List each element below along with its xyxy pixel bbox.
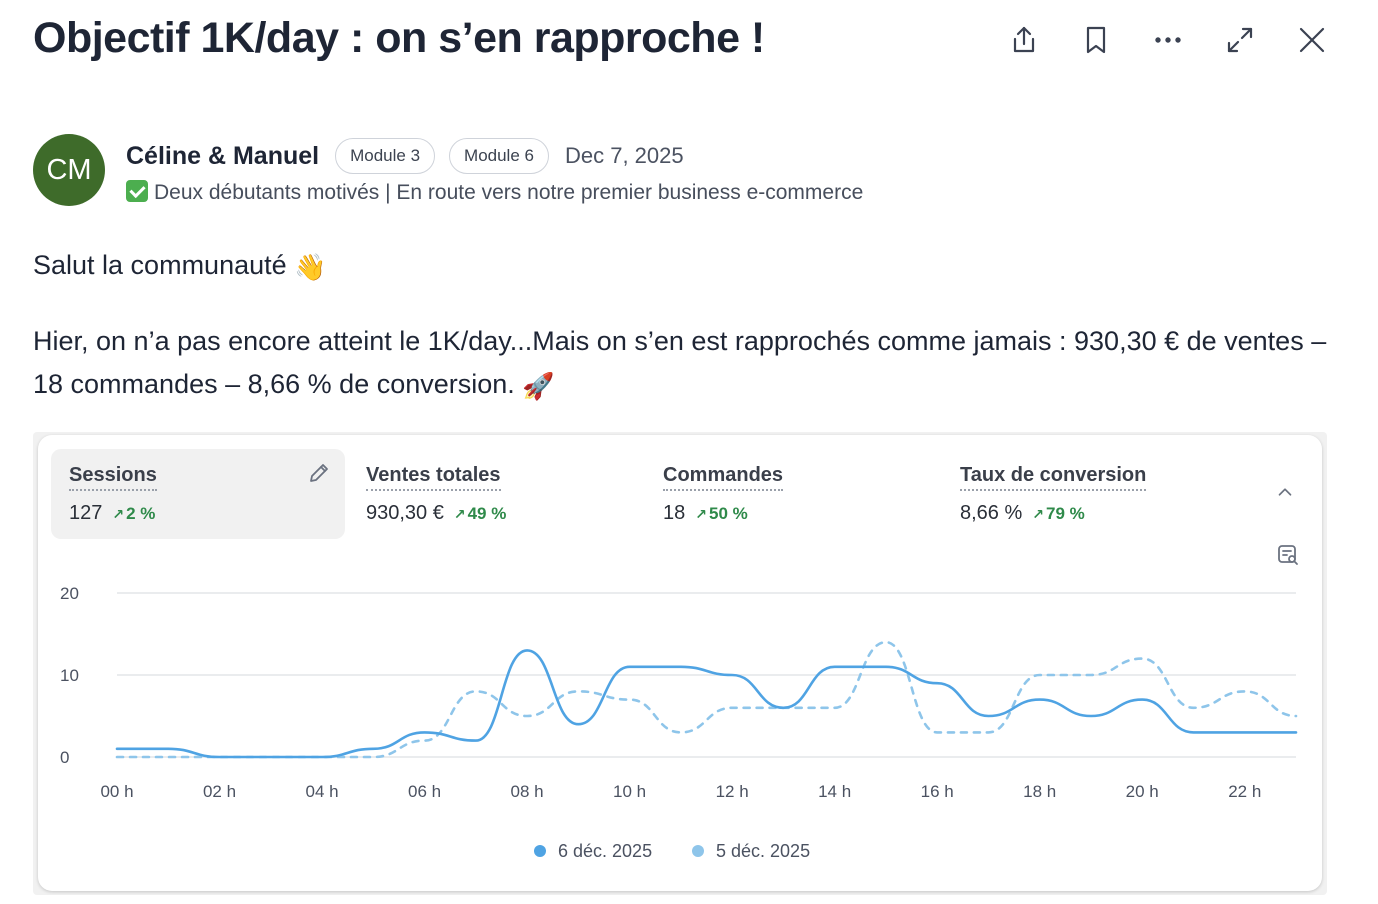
arrow-up-right-icon: ↗	[695, 506, 707, 522]
legend-label[interactable]: 6 déc. 2025	[558, 841, 652, 861]
metric-delta-text: 50 %	[708, 504, 748, 523]
series-line-previous	[115, 640, 1298, 759]
waving-hand-icon: 👋	[294, 252, 327, 282]
sessions-line-chart: 0 10 20 00 h 02 h 04 h 06 h 08 h 10 h 12 h 14 h 16 …	[60, 584, 1298, 861]
metric-delta-text: 2 %	[126, 504, 156, 523]
expand-icon	[1227, 27, 1253, 53]
post-date: Dec 7, 2025	[564, 143, 684, 168]
author-bio-text: Deux débutants motivés | En route vers n…	[154, 181, 864, 204]
x-tick-label: 10 h	[613, 782, 646, 801]
post-title: Objectif 1K/day : on s’en rapproche !	[33, 14, 765, 62]
pencil-icon[interactable]	[307, 461, 331, 485]
search-report-icon[interactable]	[1276, 543, 1300, 567]
metric-delta: ↗ 2 %	[112, 504, 155, 523]
more-button[interactable]	[1132, 18, 1204, 62]
analytics-card: Sessions 127 ↗ 2 % Ventes totales 930,30 €…	[38, 435, 1322, 891]
y-tick-label: 20	[60, 584, 79, 603]
badge-module-3[interactable]: Module 3	[335, 138, 436, 174]
rocket-icon: 🚀	[522, 371, 555, 401]
metric-value: 127 ↗ 2 %	[69, 502, 155, 525]
bookmark-icon	[1086, 26, 1106, 54]
arrow-up-right-icon: ↗	[1032, 506, 1044, 522]
metric-value-text: 18	[663, 502, 686, 524]
badge-module-6[interactable]: Module 6	[449, 138, 549, 174]
x-tick-label: 18 h	[1023, 782, 1056, 801]
close-button[interactable]	[1276, 18, 1348, 62]
post-paragraph: Hier, on n’a pas encore atteint le 1K/da…	[33, 320, 1333, 408]
x-tick-label: 06 h	[408, 782, 441, 801]
analytics-screenshot: Sessions 127 ↗ 2 % Ventes totales 930,30 €…	[33, 432, 1327, 895]
arrow-up-right-icon: ↗	[453, 506, 466, 522]
author-bio: Deux débutants motivés | En route vers n…	[126, 180, 863, 205]
metric-delta: ↗ 79 %	[1032, 504, 1084, 523]
metric-sessions[interactable]: Sessions 127 ↗ 2 %	[51, 449, 345, 539]
legend-dot	[692, 845, 704, 857]
metric-value-text: 8,66 %	[960, 502, 1023, 524]
x-tick-label: 20 h	[1126, 782, 1159, 801]
close-icon	[1299, 27, 1325, 53]
metric-value: 930,30 € ↗ 49 %	[366, 502, 506, 525]
post-greeting: Salut la communauté 👋	[33, 250, 327, 283]
metric-label: Taux de conversion	[960, 464, 1147, 491]
arrow-up-right-icon: ↗	[112, 506, 125, 522]
x-tick-label: 02 h	[203, 782, 236, 801]
author-row: Céline & Manuel Module 3 Module 6 Dec 7,…	[126, 138, 684, 174]
legend-dot	[534, 845, 546, 857]
metric-value: 8,66 % ↗ 79 %	[960, 502, 1085, 525]
metric-delta: ↗ 49 %	[454, 504, 506, 523]
x-tick-label: 12 h	[716, 782, 749, 801]
expand-button[interactable]	[1204, 18, 1276, 62]
x-tick-label: 04 h	[305, 782, 338, 801]
metric-label: Ventes totales	[366, 464, 501, 491]
metric-commandes[interactable]: Commandes 18 ↗ 50 %	[645, 449, 939, 539]
x-tick-label: 14 h	[818, 782, 851, 801]
post-paragraph-text: Hier, on n’a pas encore atteint le 1K/da…	[33, 326, 1327, 399]
metric-ventes-totales[interactable]: Ventes totales 930,30 € ↗ 49 %	[348, 449, 642, 539]
metric-delta-text: 49 %	[467, 504, 507, 523]
check-icon	[126, 180, 148, 202]
metric-delta: ↗ 50 %	[695, 504, 747, 523]
metric-taux-de-conversion[interactable]: Taux de conversion 8,66 % ↗ 79 %	[942, 449, 1236, 539]
author-name[interactable]: Céline & Manuel	[126, 141, 320, 170]
legend-label[interactable]: 5 déc. 2025	[716, 841, 810, 861]
metric-value-text: 127	[69, 502, 103, 524]
x-tick-label: 08 h	[511, 782, 544, 801]
post-toolbar	[988, 18, 1348, 62]
post-greeting-text: Salut la communauté	[33, 250, 287, 280]
y-tick-label: 0	[60, 748, 69, 767]
metric-value: 18 ↗ 50 %	[663, 502, 748, 525]
x-tick-label: 16 h	[921, 782, 954, 801]
more-icon	[1155, 37, 1181, 43]
bookmark-button[interactable]	[1060, 18, 1132, 62]
chevron-up-icon[interactable]	[1274, 481, 1296, 503]
series-line-current	[115, 649, 1298, 759]
avatar[interactable]: CM	[33, 134, 105, 206]
metric-label: Sessions	[69, 464, 157, 491]
x-tick-label: 00 h	[100, 782, 133, 801]
metric-label: Commandes	[663, 464, 784, 491]
y-tick-label: 10	[60, 666, 79, 685]
share-icon	[1013, 26, 1035, 53]
share-button[interactable]	[988, 18, 1060, 62]
x-tick-label: 22 h	[1228, 782, 1261, 801]
metric-value-text: 930,30 €	[366, 502, 444, 524]
metric-delta-text: 79 %	[1046, 504, 1085, 523]
